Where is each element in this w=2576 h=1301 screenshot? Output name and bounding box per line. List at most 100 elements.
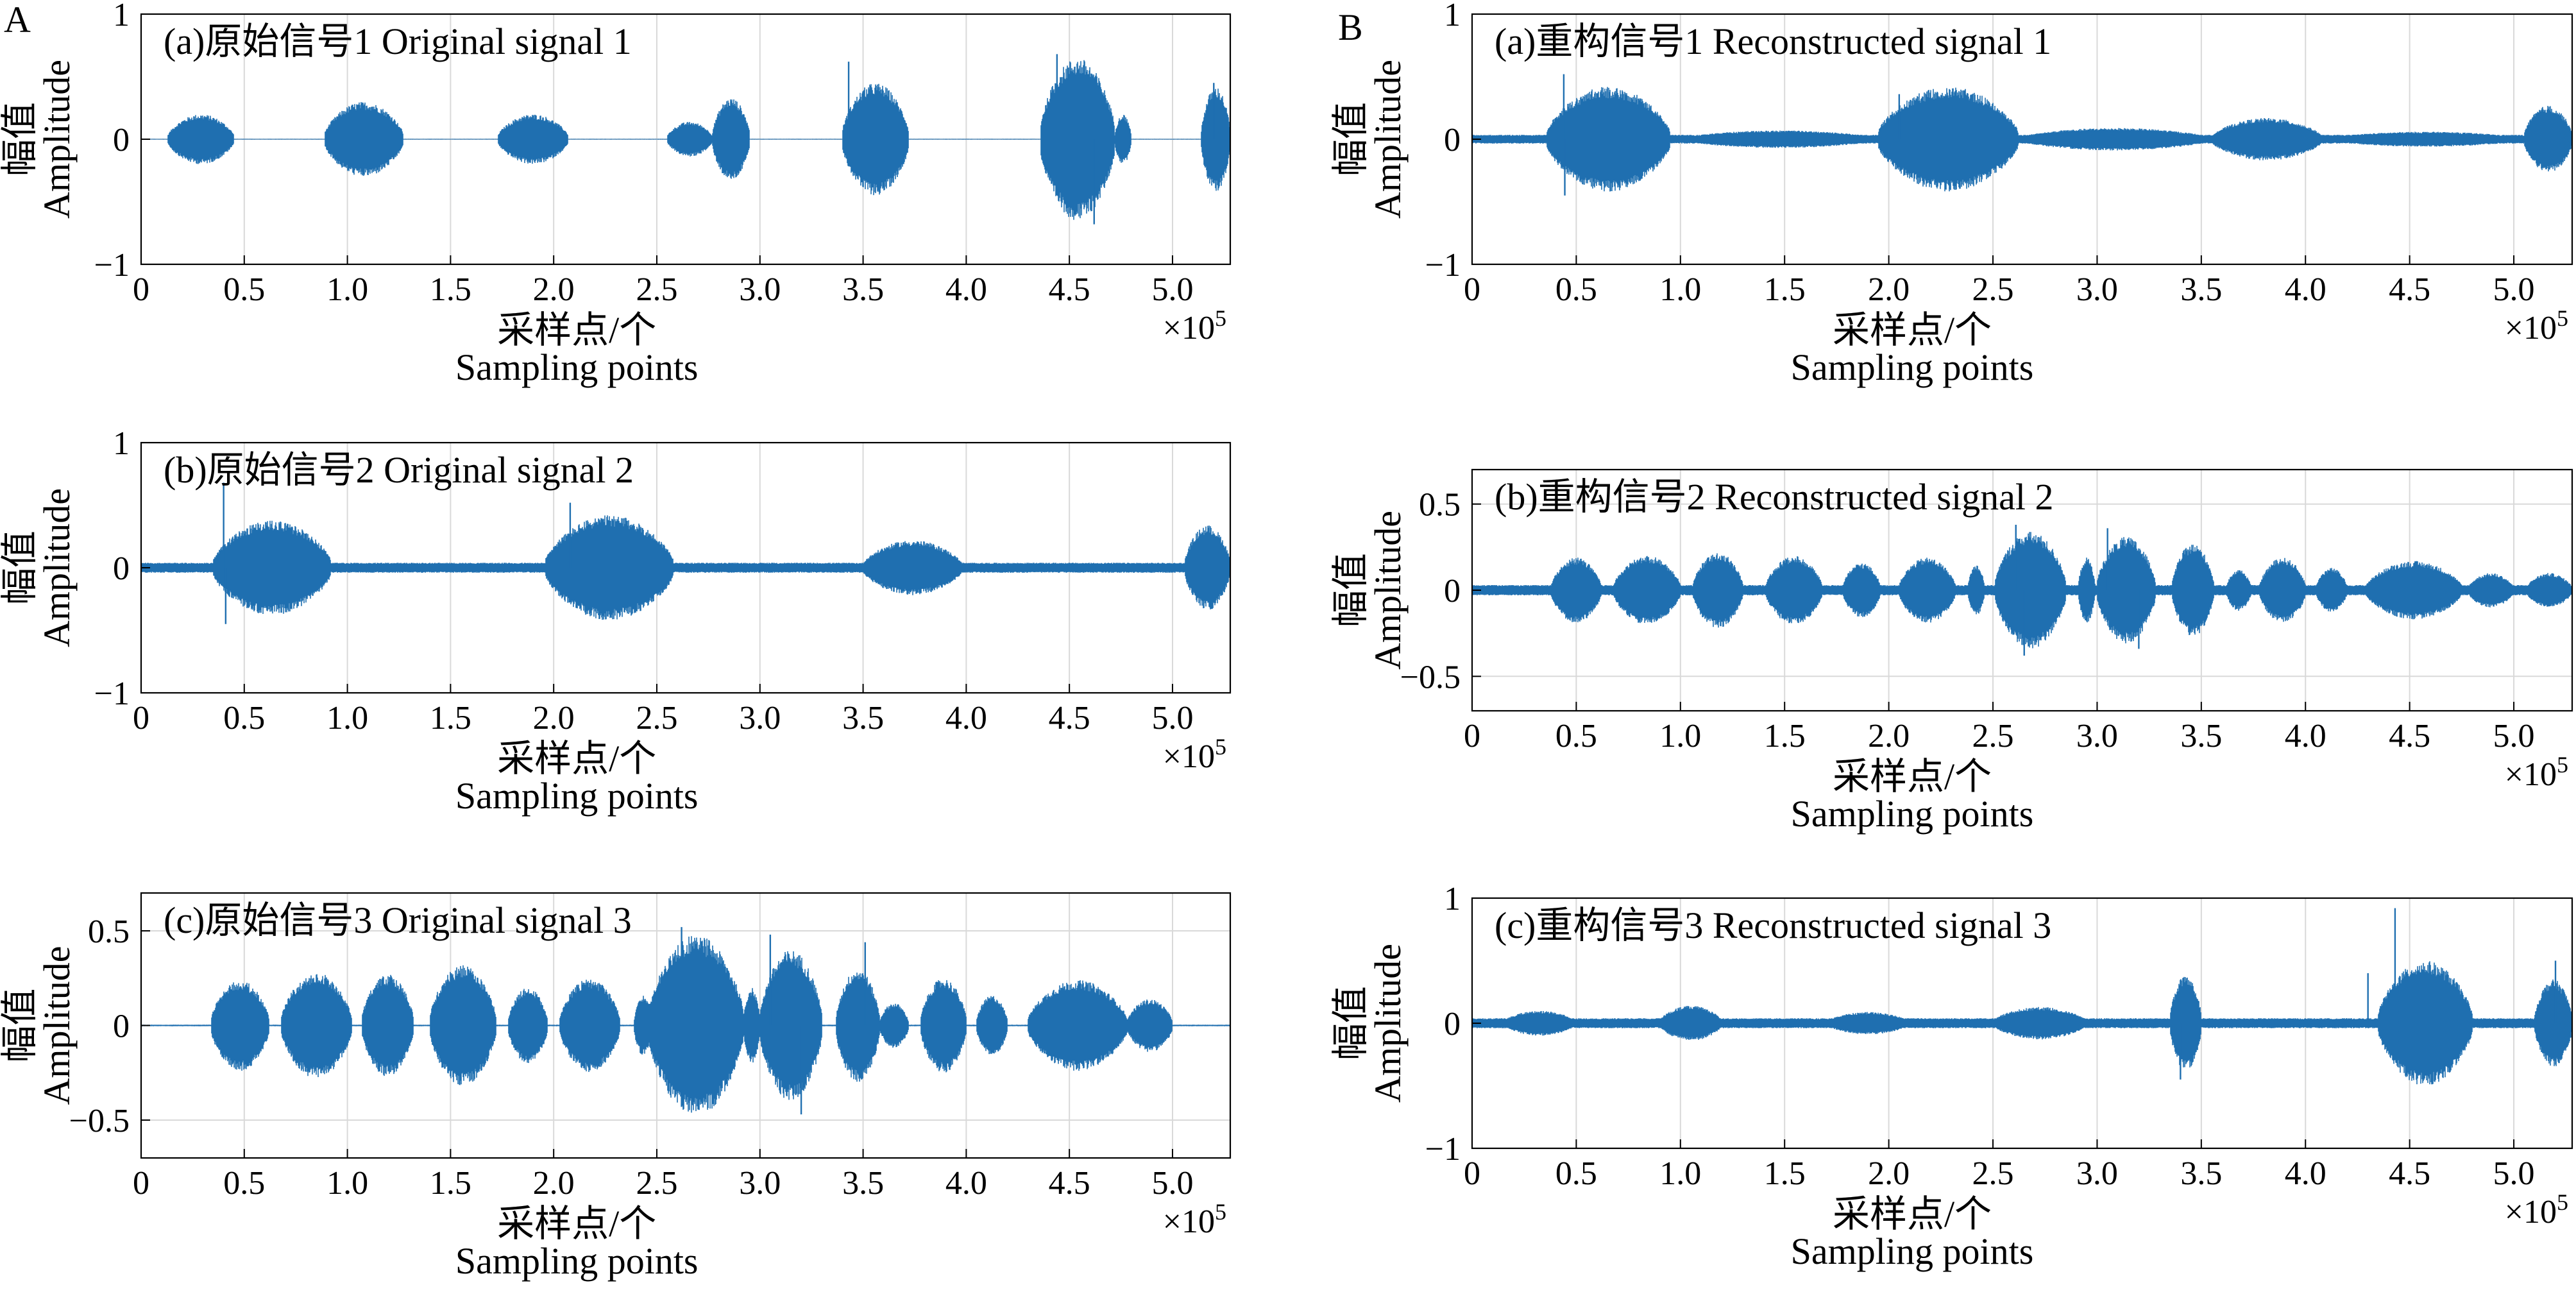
y-tick-label: 1 — [1444, 881, 1461, 917]
x-tick-label: 2.0 — [533, 700, 575, 736]
subplot-title: (b)重构信号2 Reconstructed signal 2 — [1495, 476, 2053, 518]
x-axis-multiplier-base: ×10 — [2505, 310, 2557, 346]
x-axis-multiplier-base: ×10 — [1163, 310, 1215, 346]
signal-waveform — [140, 515, 1231, 620]
x-axis-multiplier-exponent: 5 — [1215, 305, 1226, 331]
x-tick-label: 3.0 — [739, 1165, 781, 1202]
x-tick-label: 3.5 — [2180, 271, 2222, 308]
x-tick-label: 4.0 — [2285, 271, 2326, 308]
y-tick-label: 0 — [113, 550, 130, 587]
x-tick-label: 3.5 — [842, 1165, 884, 1202]
x-tick-label: 4.5 — [1049, 271, 1090, 308]
x-tick-label: 2.0 — [533, 271, 575, 308]
x-tick-label: 2.5 — [1972, 718, 2014, 754]
x-tick-label: 1.5 — [430, 700, 471, 736]
x-axis-multiplier-base: ×10 — [2505, 756, 2557, 793]
y-axis-label-chinese: 幅值 — [1330, 553, 1371, 627]
y-tick-label: 0 — [1444, 1006, 1461, 1042]
y-axis-label-english: Amplitude — [1367, 944, 1409, 1103]
signal-waveform — [1471, 961, 2573, 1085]
x-tick-label: 4.0 — [945, 1165, 987, 1202]
x-tick-label: 1.0 — [1659, 271, 1701, 308]
subplot-title: (a)重构信号1 Reconstructed signal 1 — [1495, 21, 2051, 62]
x-tick-label: 4.5 — [2389, 271, 2430, 308]
x-axis-label-chinese: 采样点/个 — [1833, 1193, 1992, 1235]
y-axis-label-chinese: 幅值 — [0, 988, 40, 1062]
y-tick-label: −1 — [94, 247, 130, 284]
x-tick-label: 1.5 — [1764, 718, 1806, 754]
x-tick-label: 1.0 — [1659, 718, 1701, 754]
panel-b-1: 0 0.5 1.0 1.5 2.0 2.5 3.0 3.5 4.0 4.5 5.010−1(a)重构… — [1330, 0, 2573, 388]
x-tick-label: 1.5 — [1764, 1155, 1806, 1192]
x-tick-label: 1.0 — [326, 271, 368, 308]
x-tick-label: 0 — [133, 271, 149, 308]
x-tick-label: 4.5 — [2389, 1155, 2430, 1192]
subplot-title: (a)原始信号1 Original signal 1 — [164, 21, 632, 62]
x-tick-label: 1.0 — [1659, 1155, 1701, 1192]
y-axis-label-chinese: 幅值 — [0, 102, 40, 176]
x-tick-label: 0 — [133, 700, 149, 736]
y-axis-label-chinese: 幅值 — [1330, 986, 1371, 1060]
x-axis-label-english: Sampling points — [1791, 1230, 2034, 1272]
x-tick-label: 0 — [133, 1165, 149, 1202]
x-tick-label: 2.5 — [636, 700, 677, 736]
x-tick-label: 3.0 — [739, 271, 781, 308]
x-axis-multiplier-base: ×10 — [1163, 1203, 1215, 1240]
panel-a-3: 0 0.5 1.0 1.5 2.0 2.5 3.0 3.5 4.0 4.5 5.00.50−0.5(… — [0, 892, 1232, 1282]
x-axis-label-english: Sampling points — [455, 775, 699, 817]
x-tick-label: 0.5 — [1555, 1155, 1597, 1192]
x-tick-label: 3.5 — [842, 271, 884, 308]
x-tick-label: 4.0 — [2285, 718, 2326, 754]
y-tick-label: 1 — [113, 425, 130, 462]
x-tick-label: 2.0 — [1868, 271, 1910, 308]
x-tick-label: 4.5 — [2389, 718, 2430, 754]
x-tick-label: 4.0 — [945, 271, 987, 308]
x-tick-label: 0.5 — [223, 700, 265, 736]
x-tick-label: 0.5 — [1555, 271, 1597, 308]
x-tick-label: 4.5 — [1049, 1165, 1090, 1202]
y-tick-label: 0.5 — [88, 914, 130, 950]
x-tick-label: 1.0 — [326, 700, 368, 736]
y-axis-label-english: Amplitude — [36, 946, 78, 1105]
y-tick-label: 0 — [113, 1008, 130, 1045]
x-axis-multiplier-exponent: 5 — [1215, 734, 1226, 760]
x-tick-label: 3.5 — [2180, 1155, 2222, 1192]
x-tick-label: 0.5 — [223, 1165, 265, 1202]
x-axis-label-english: Sampling points — [455, 1240, 699, 1282]
x-tick-label: 1.5 — [1764, 271, 1806, 308]
x-axis-multiplier-base: ×10 — [1163, 738, 1215, 775]
x-tick-label: 5.0 — [1151, 700, 1193, 736]
panel-b-3: 0 0.5 1.0 1.5 2.0 2.5 3.0 3.5 4.0 4.5 5.010−1(c)重构… — [1330, 881, 2573, 1272]
x-axis-label-chinese: 采样点/个 — [497, 738, 656, 779]
y-tick-label: 0 — [113, 122, 130, 158]
x-tick-label: 5.0 — [1151, 1165, 1193, 1202]
y-tick-label: 1 — [1444, 0, 1461, 33]
y-axis-label-english: Amplitude — [36, 60, 78, 219]
x-tick-label: 1.5 — [430, 271, 471, 308]
x-tick-label: 2.0 — [1868, 1155, 1910, 1192]
x-tick-label: 3.5 — [2180, 718, 2222, 754]
y-tick-label: −1 — [1425, 1131, 1461, 1168]
x-tick-label: 2.5 — [1972, 1155, 2014, 1192]
y-tick-label: 1 — [113, 0, 130, 33]
x-tick-label: 5.0 — [2493, 718, 2535, 754]
x-tick-label: 3.0 — [739, 700, 781, 736]
x-tick-label: 2.5 — [636, 271, 677, 308]
x-axis-multiplier: ×105 — [2505, 752, 2568, 793]
y-tick-label: −0.5 — [1400, 659, 1461, 695]
x-axis-label-chinese: 采样点/个 — [497, 309, 656, 351]
x-tick-label: 0 — [1464, 1155, 1480, 1192]
x-axis-multiplier-exponent: 5 — [2557, 305, 2568, 331]
x-axis-label-chinese: 采样点/个 — [497, 1203, 656, 1245]
x-tick-label: 0 — [1464, 271, 1480, 308]
x-tick-label: 1.0 — [326, 1165, 368, 1202]
x-tick-label: 5.0 — [2493, 1155, 2535, 1192]
x-tick-label: 0 — [1464, 718, 1480, 754]
x-axis-multiplier-exponent: 5 — [2557, 752, 2568, 778]
x-tick-label: 4.5 — [1049, 700, 1090, 736]
y-axis-label-chinese: 幅值 — [0, 531, 40, 605]
subplot-title: (c)原始信号3 Original signal 3 — [164, 899, 632, 941]
y-tick-label: 0 — [1444, 122, 1461, 158]
